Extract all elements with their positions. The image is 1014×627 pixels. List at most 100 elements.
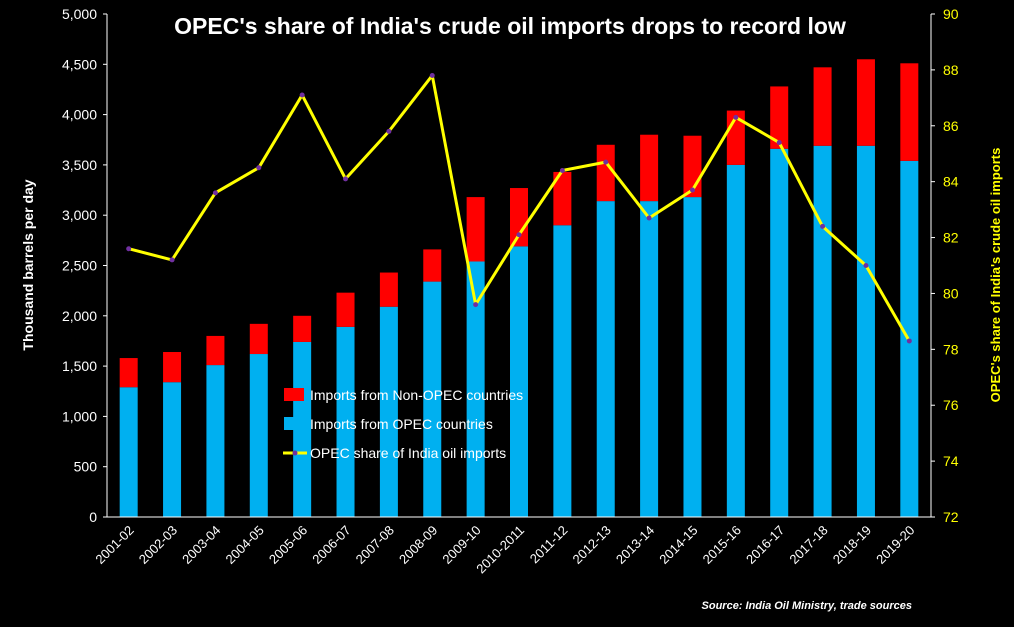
left-tick-label: 4,000	[62, 107, 97, 123]
category-label: 2016-17	[743, 523, 787, 567]
category-label: 2001-02	[92, 523, 136, 567]
bar-non-opec	[206, 335, 225, 366]
opec-share-point	[733, 114, 739, 120]
opec-share-point	[776, 140, 782, 146]
legend-swatch-marker	[292, 450, 298, 456]
bar-opec	[249, 354, 268, 517]
bar-opec	[726, 164, 745, 517]
left-tick-label: 2,000	[62, 308, 97, 324]
right-tick-label: 84	[943, 174, 959, 190]
right-tick-label: 78	[943, 341, 959, 357]
bar-non-opec	[596, 144, 615, 202]
left-tick-label: 1,000	[62, 408, 97, 424]
category-label: 2006-07	[309, 523, 353, 567]
opec-share-point	[689, 187, 695, 193]
bar-opec	[553, 225, 572, 517]
bar-non-opec	[553, 171, 572, 226]
bar-opec	[683, 197, 702, 518]
bar-opec	[856, 145, 875, 517]
bar-opec	[466, 261, 485, 517]
category-label: 2015-16	[700, 523, 744, 567]
bars	[119, 59, 919, 518]
category-label: 2017-18	[786, 523, 830, 567]
category-label: 2019-20	[873, 523, 917, 567]
bar-non-opec	[770, 86, 789, 149]
bar-non-opec	[249, 323, 268, 355]
category-label: 2018-19	[830, 523, 874, 567]
legend: Imports from Non-OPEC countries Imports …	[283, 387, 523, 461]
right-tick-label: 72	[943, 509, 959, 525]
right-axis-ticks: 72 74 76 78 80 82 84 86 88 90	[931, 6, 959, 525]
opec-share-point	[343, 176, 349, 182]
bar-opec	[813, 145, 832, 517]
opec-share-point	[906, 338, 912, 344]
left-tick-label: 500	[74, 459, 98, 475]
left-tick-label: 2,500	[62, 258, 97, 274]
opec-share-point	[429, 72, 435, 78]
opec-share-point	[603, 159, 609, 165]
bar-opec	[596, 201, 615, 517]
category-label: 2008-09	[396, 523, 440, 567]
bar-opec	[206, 365, 225, 517]
category-label: 2011-12	[527, 523, 571, 567]
legend-swatch-non-opec	[284, 388, 304, 401]
opec-share-point	[820, 223, 826, 229]
right-tick-label: 82	[943, 230, 959, 246]
category-label: 2010-2011	[473, 523, 527, 577]
opec-share-point	[386, 128, 392, 134]
bar-non-opec	[119, 358, 138, 388]
category-label: 2002-03	[136, 523, 180, 567]
left-tick-label: 5,000	[62, 6, 97, 22]
category-label: 2014-15	[656, 523, 700, 567]
left-axis-ticks: 0 500 1,000 1,500 2,000 2,500 3,000 3,500 4,000 4…	[62, 6, 107, 525]
left-tick-label: 3,500	[62, 157, 97, 173]
chart-title: OPEC's share of India's crude oil import…	[174, 13, 846, 39]
category-label: 2005-06	[266, 523, 310, 567]
left-tick-label: 4,500	[62, 56, 97, 72]
left-tick-label: 0	[89, 509, 97, 525]
opec-share-point	[559, 167, 565, 173]
opec-share-point	[646, 215, 652, 221]
bar-opec	[510, 246, 528, 518]
right-tick-label: 88	[943, 62, 959, 78]
bar-non-opec	[163, 352, 182, 383]
bar-non-opec	[423, 249, 442, 282]
bar-opec	[423, 281, 442, 517]
right-tick-label: 90	[943, 6, 959, 22]
bar-non-opec	[640, 134, 659, 202]
bar-opec	[640, 201, 659, 517]
bar-non-opec	[510, 188, 528, 247]
left-axis-label: Thousand barrels per day	[20, 179, 36, 350]
bar-opec	[119, 387, 138, 517]
bar-non-opec	[466, 197, 485, 262]
legend-swatch-opec	[284, 417, 304, 430]
opec-share-point	[212, 190, 218, 196]
category-label: 2003-04	[179, 523, 223, 567]
bar-opec	[379, 306, 398, 517]
right-axis-label: OPEC's share of India's crude oil import…	[988, 148, 1003, 403]
right-tick-label: 74	[943, 453, 959, 469]
opec-share-point	[299, 92, 305, 98]
opec-share-line	[126, 72, 912, 344]
opec-share-point	[863, 263, 869, 268]
category-label: 2004-05	[223, 523, 267, 567]
legend-label-non-opec: Imports from Non-OPEC countries	[310, 387, 523, 403]
legend-label-line: OPEC share of India oil imports	[310, 445, 506, 461]
left-tick-label: 3,000	[62, 207, 97, 223]
source-note: Source: India Oil Ministry, trade source…	[702, 600, 912, 612]
opec-share-point	[473, 302, 479, 308]
opec-share-point	[256, 165, 262, 171]
right-tick-label: 86	[943, 118, 959, 134]
category-labels: 2001-02 2002-03 2003-04 2004-05 2005-06 2006-…	[92, 523, 917, 577]
legend-label-opec: Imports from OPEC countries	[310, 416, 493, 432]
bar-opec	[770, 148, 789, 517]
axis-lines	[106, 14, 932, 518]
bar-non-opec	[379, 272, 398, 307]
bar-non-opec	[293, 315, 312, 342]
opec-share-point	[126, 246, 132, 252]
bar-non-opec	[336, 292, 355, 327]
bar-non-opec	[856, 59, 875, 146]
right-tick-label: 80	[943, 285, 959, 301]
opec-share-point	[516, 232, 522, 238]
